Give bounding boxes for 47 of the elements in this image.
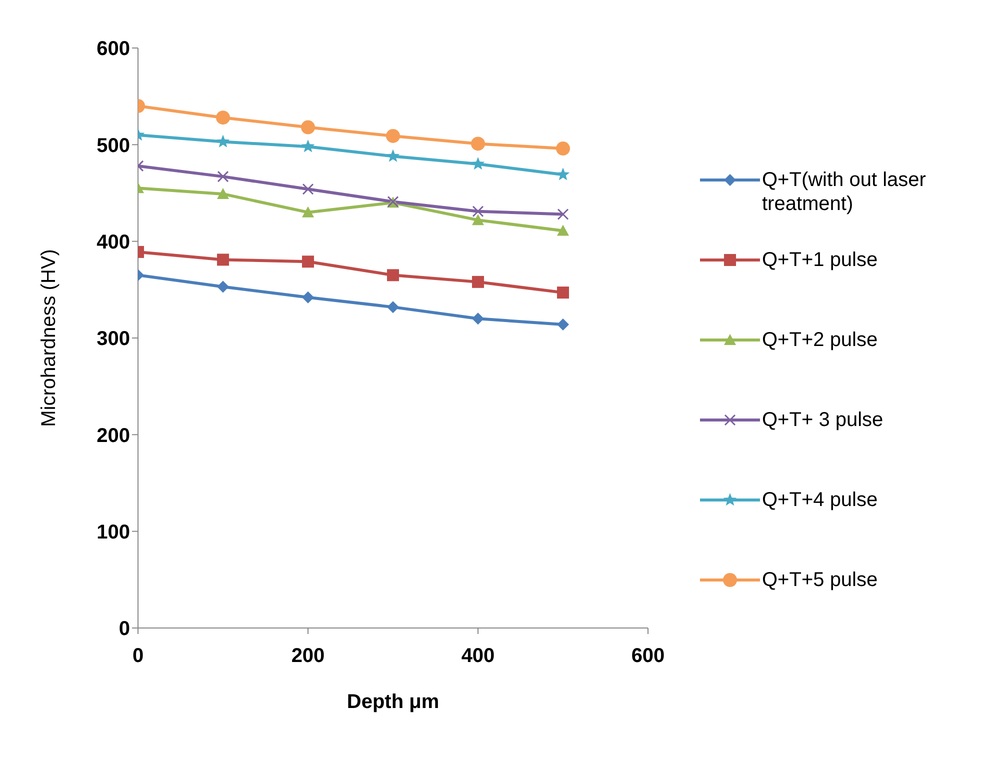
y-tick-label: 0 (118, 618, 130, 640)
x-axis-title: Depth μm (346, 691, 440, 713)
legend-label: Q+T+2 pulse (762, 328, 878, 352)
point (302, 206, 314, 218)
x-tick-label: 200 (291, 645, 325, 668)
point (472, 214, 484, 226)
point (217, 170, 229, 182)
point (302, 291, 314, 304)
point (472, 312, 484, 325)
legend-label: Q+T+5 pulse (762, 568, 878, 592)
point (471, 136, 485, 151)
x-tick-label: 600 (631, 645, 665, 668)
point (302, 256, 314, 268)
point (557, 208, 569, 220)
y-tick-label: 500 (96, 134, 130, 157)
point (217, 280, 229, 293)
x-tick-label: 0 (132, 645, 144, 668)
point (557, 224, 569, 236)
point (556, 142, 570, 156)
point (301, 120, 315, 134)
point (472, 276, 484, 288)
point (471, 157, 485, 170)
point (386, 128, 400, 143)
point (556, 168, 570, 180)
point (387, 301, 399, 314)
y-tick-label: 100 (96, 521, 130, 544)
point (217, 188, 229, 199)
point (387, 269, 399, 282)
y-tick-label: 200 (96, 424, 130, 447)
y-tick-label: 300 (96, 328, 130, 350)
legend-label: Q+T+1 pulse (762, 248, 878, 272)
point (557, 318, 569, 330)
point (217, 254, 229, 266)
point (386, 149, 400, 162)
point (216, 134, 230, 148)
y-tick-label: 600 (96, 38, 130, 60)
legend-label: Q+T+ 3 pulse (762, 408, 884, 432)
y-tick-label: 400 (96, 231, 130, 254)
point (302, 183, 314, 195)
legend-label: Q+T+4 pulse (762, 488, 878, 512)
point (472, 206, 484, 218)
legend-label: Q+T(with out laser treatment) (762, 168, 927, 216)
x-tick-label: 400 (461, 645, 495, 668)
point (216, 110, 230, 125)
y-axis-title: Microhardness (HV) (38, 249, 60, 427)
point (301, 140, 315, 152)
point (557, 286, 569, 299)
